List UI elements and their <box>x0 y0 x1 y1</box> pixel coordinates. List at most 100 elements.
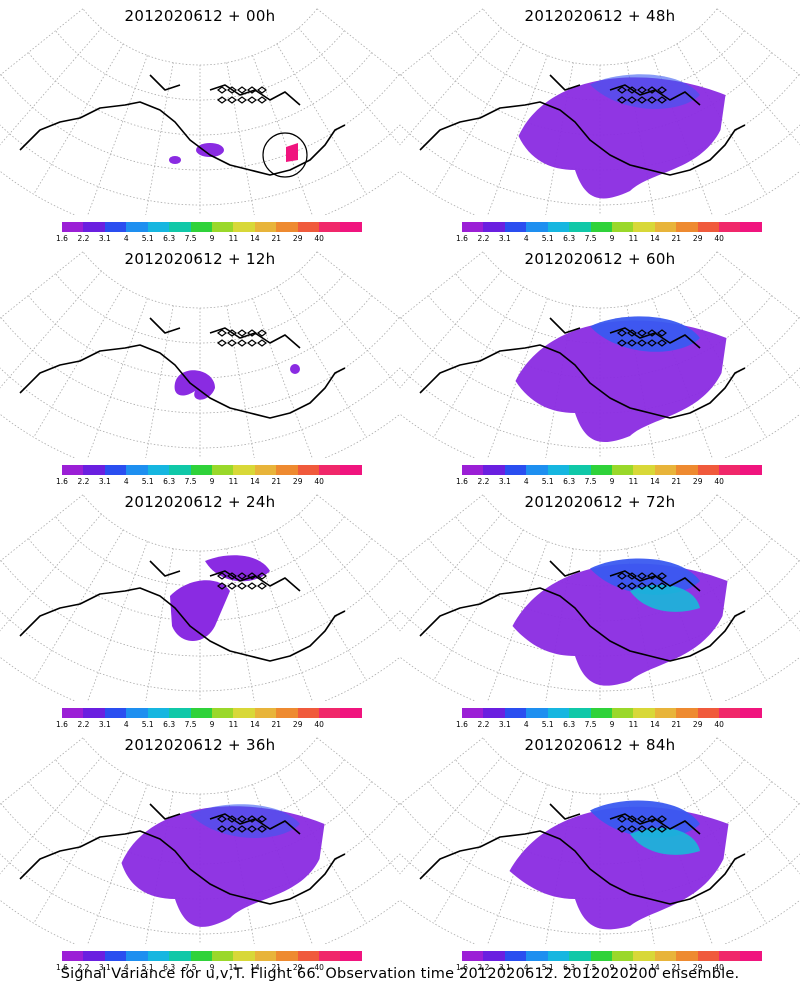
colorbar-tick-label: 4 <box>123 477 129 486</box>
colorbar-swatch <box>697 465 720 475</box>
colorbar-swatch <box>62 951 84 961</box>
panel-title: 2012020612 + 48h <box>524 7 676 25</box>
colorbar-tick-label: 1.6 <box>456 720 468 729</box>
colorbar-tick-label: 11 <box>628 720 639 729</box>
colorbar-swatch <box>83 222 105 232</box>
colorbar <box>62 222 362 232</box>
colorbar-tick-label: 14 <box>250 477 260 486</box>
colorbar-tick-label: 14 <box>250 234 260 243</box>
colorbar-swatch <box>254 465 277 475</box>
colorbar-tick-label: 6.3 <box>563 963 576 972</box>
colorbar-tick-label: 5.1 <box>541 234 554 243</box>
colorbar-swatch <box>719 465 741 475</box>
panel-title: 2012020612 + 36h <box>124 736 276 754</box>
panel-title: 2012020612 + 24h <box>124 493 276 511</box>
colorbar-tick-label: 21 <box>671 720 682 729</box>
colorbar-tick-label: 9 <box>209 477 215 486</box>
colorbar-swatch <box>569 465 591 475</box>
map-panel: 2012020612 + 36h 1.6 2.2 3.1 4 5.1 6.3 7.5 9 11 14… <box>0 729 400 972</box>
polar-map <box>0 494 400 701</box>
colorbar-swatch <box>211 465 234 475</box>
colorbar-tick-label: 7.5 <box>584 234 597 243</box>
colorbar-swatch <box>676 708 698 718</box>
panel-title: 2012020612 + 72h <box>524 493 676 511</box>
colorbar-swatch <box>62 465 84 475</box>
colorbar-tick-label: 40 <box>314 963 324 972</box>
map-panel: 2012020612 + 48h 1.6 2.2 3.1 4 5.1 6.3 7.5 9 11 14… <box>400 0 800 243</box>
colorbar-swatch <box>611 708 634 718</box>
colorbar-swatch <box>611 465 634 475</box>
colorbar-swatch <box>697 951 720 961</box>
colorbar-tick-label: 21 <box>271 720 282 729</box>
colorbar-tick-label: 9 <box>609 963 615 972</box>
colorbar-tick-label: 6.3 <box>163 963 176 972</box>
colorbar-tick-label: 4 <box>123 963 129 972</box>
colorbar-swatch <box>547 708 570 718</box>
colorbar-tick-label: 3.1 <box>498 234 511 243</box>
colorbar-swatch <box>676 465 698 475</box>
map-panel: 2012020612 + 24h 1.6 2.2 3.1 4 5.1 6.3 7.5 9 11 14… <box>0 486 400 729</box>
colorbar <box>62 708 362 718</box>
colorbar-tick-label: 3.1 <box>98 234 111 243</box>
map-panel: 2012020612 + 60h 1.6 2.2 3.1 4 5.1 6.3 7.5 9 11 14… <box>400 243 800 486</box>
colorbar-swatch <box>547 951 570 961</box>
colorbar-swatch <box>462 708 484 718</box>
colorbar-swatch <box>340 465 362 475</box>
colorbar-tick-label: 29 <box>292 477 303 486</box>
colorbar-tick-label: 4 <box>523 963 529 972</box>
colorbar-swatch <box>233 708 255 718</box>
colorbar-swatch <box>276 222 298 232</box>
colorbar-tick-label: 14 <box>250 963 260 972</box>
colorbar-labels: 1.6 2.2 3.1 4 5.1 6.3 7.5 9 11 14 21 29 40 <box>56 720 362 730</box>
polar-map <box>0 8 400 215</box>
colorbar-swatch <box>340 951 362 961</box>
colorbar-swatch <box>147 708 170 718</box>
colorbar <box>62 951 362 961</box>
colorbar-swatch <box>633 465 655 475</box>
colorbar-swatch <box>719 222 741 232</box>
colorbar-swatch <box>104 465 127 475</box>
polar-map <box>0 251 400 458</box>
colorbar-swatch <box>297 465 320 475</box>
colorbar-tick-label: 40 <box>714 720 724 729</box>
colorbar-tick-label: 21 <box>671 963 682 972</box>
panel-title: 2012020612 + 00h <box>124 7 276 25</box>
colorbar-tick-label: 14 <box>250 720 260 729</box>
colorbar-tick-label: 9 <box>609 720 615 729</box>
colorbar-tick-label: 9 <box>209 234 215 243</box>
colorbar <box>62 465 362 475</box>
colorbar-tick-label: 11 <box>628 477 639 486</box>
colorbar-swatch <box>319 708 341 718</box>
colorbar-swatch <box>654 708 677 718</box>
colorbar-tick-label: 21 <box>271 477 282 486</box>
colorbar-tick-label: 4 <box>523 477 529 486</box>
colorbar-swatch <box>104 222 127 232</box>
colorbar-swatch <box>233 951 255 961</box>
colorbar-swatch <box>104 708 127 718</box>
colorbar-swatch <box>169 222 191 232</box>
colorbar-tick-label: 7.5 <box>184 477 197 486</box>
colorbar-swatch <box>590 951 612 961</box>
colorbar-swatch <box>526 951 548 961</box>
colorbar-tick-label: 5.1 <box>141 477 154 486</box>
colorbar-tick-label: 3.1 <box>498 720 511 729</box>
colorbar-swatch <box>233 222 255 232</box>
colorbar-tick-label: 9 <box>609 477 615 486</box>
colorbar-swatch <box>254 708 277 718</box>
colorbar-tick-label: 40 <box>714 963 724 972</box>
colorbar-tick-label: 14 <box>650 720 660 729</box>
colorbar-swatch <box>719 708 741 718</box>
colorbar-tick-label: 5.1 <box>541 963 554 972</box>
colorbar-tick-label: 3.1 <box>498 963 511 972</box>
colorbar-swatch <box>147 951 170 961</box>
polar-map <box>400 251 800 458</box>
colorbar-tick-label: 29 <box>692 234 703 243</box>
colorbar-tick-label: 1.6 <box>56 477 68 486</box>
colorbar-tick-label: 29 <box>692 477 703 486</box>
colorbar-swatch <box>654 465 677 475</box>
colorbar-tick-label: 5.1 <box>541 720 554 729</box>
colorbar-swatch <box>676 951 698 961</box>
colorbar-tick-label: 3.1 <box>98 720 111 729</box>
colorbar-swatch <box>633 222 655 232</box>
colorbar-swatch <box>126 708 148 718</box>
